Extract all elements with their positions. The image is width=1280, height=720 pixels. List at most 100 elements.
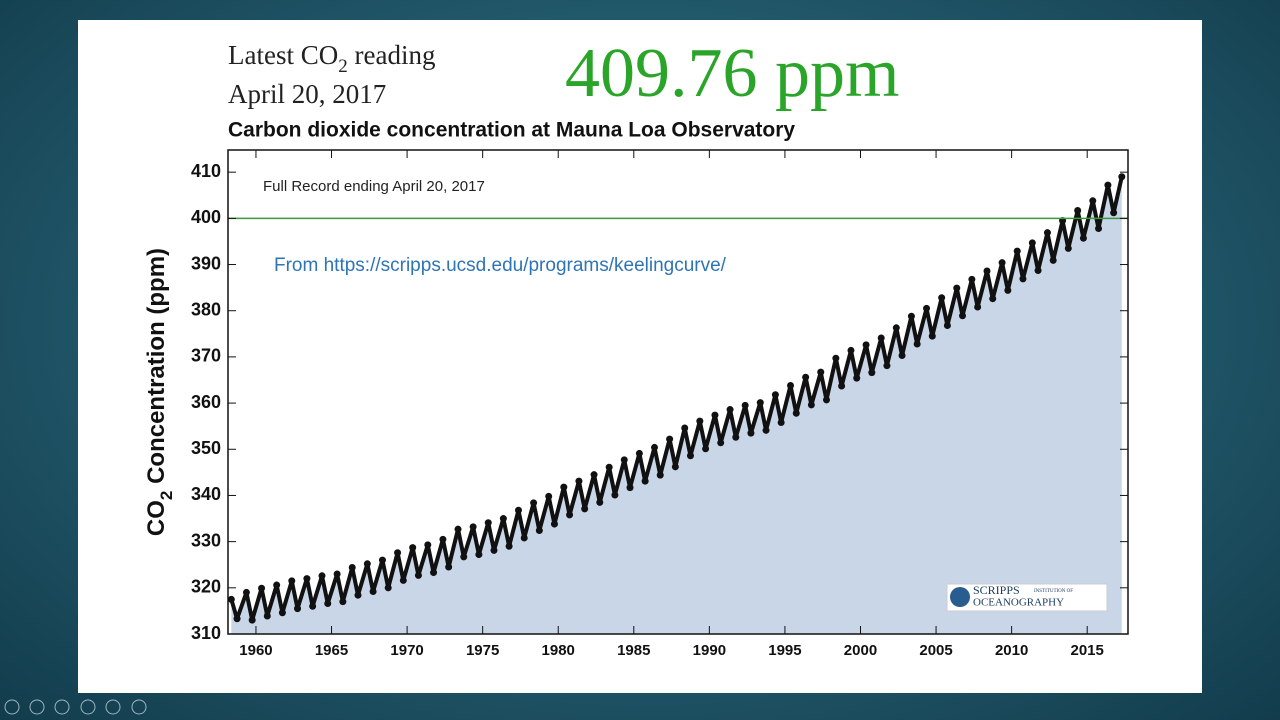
point xyxy=(535,527,543,535)
point xyxy=(530,499,538,507)
y-tick-label: 310 xyxy=(191,623,221,643)
point xyxy=(762,426,770,434)
point xyxy=(575,477,583,485)
point xyxy=(1089,197,1097,205)
point xyxy=(974,303,982,311)
point xyxy=(807,401,815,409)
point xyxy=(1013,247,1021,255)
point xyxy=(1034,267,1042,275)
annotation: Full Record ending April 20, 2017 xyxy=(263,178,485,195)
x-tick-label: 2015 xyxy=(1071,642,1104,659)
point xyxy=(671,463,679,471)
point xyxy=(460,553,468,561)
point xyxy=(838,382,846,390)
toolbar xyxy=(4,699,147,715)
more-button[interactable] xyxy=(131,699,147,715)
point xyxy=(741,401,749,409)
prev-button[interactable] xyxy=(4,699,20,715)
point xyxy=(928,332,936,340)
point xyxy=(227,595,235,603)
x-tick-label: 1965 xyxy=(315,642,348,659)
point xyxy=(998,259,1006,267)
chart-title: Carbon dioxide concentration at Mauna Lo… xyxy=(228,119,795,142)
point xyxy=(771,391,779,399)
plot-frame xyxy=(227,149,1129,635)
point xyxy=(384,584,392,592)
x-tick-label: 1970 xyxy=(390,642,423,659)
logo-line-1: SCRIPPS xyxy=(973,583,1020,597)
point xyxy=(363,560,371,568)
point xyxy=(414,571,422,579)
point xyxy=(650,443,658,451)
point xyxy=(822,396,830,404)
area xyxy=(231,176,1122,634)
point xyxy=(445,563,453,571)
point xyxy=(702,445,710,453)
y-tick-label: 370 xyxy=(191,346,221,366)
point xyxy=(484,519,492,527)
point xyxy=(635,449,643,457)
point xyxy=(777,418,785,426)
x-tick-label: 1975 xyxy=(466,642,499,659)
point xyxy=(469,523,477,531)
point xyxy=(666,435,674,443)
point xyxy=(499,515,507,523)
point xyxy=(862,341,870,349)
x-tick-label: 1985 xyxy=(617,642,650,659)
source-link[interactable]: From https://scripps.ucsd.edu/programs/k… xyxy=(274,255,727,276)
point xyxy=(399,576,407,584)
point xyxy=(696,417,704,425)
point xyxy=(369,588,377,596)
point xyxy=(832,354,840,362)
point xyxy=(877,334,885,342)
subscript: 2 xyxy=(338,56,348,77)
point xyxy=(1049,256,1057,264)
point xyxy=(717,439,725,447)
y-label-prefix: CO xyxy=(143,500,170,536)
point xyxy=(590,471,598,479)
zoom-button[interactable] xyxy=(105,699,121,715)
point xyxy=(923,304,931,312)
point xyxy=(620,456,628,464)
point xyxy=(430,569,438,577)
point xyxy=(278,609,286,617)
point xyxy=(1110,209,1118,217)
point xyxy=(354,591,362,599)
point xyxy=(1019,275,1027,283)
point xyxy=(898,352,906,360)
point xyxy=(263,612,271,620)
reading-value: 409.76 ppm xyxy=(565,35,899,112)
point xyxy=(309,602,317,610)
point xyxy=(233,615,241,623)
point xyxy=(787,382,795,390)
y-tick-label: 360 xyxy=(191,392,221,412)
y-label-subscript: 2 xyxy=(157,491,176,500)
point xyxy=(454,525,462,533)
point xyxy=(907,312,915,320)
point xyxy=(656,471,664,479)
point xyxy=(792,409,800,417)
plot: 310 320 330 340 350 360 370 380 390 400 410 1960 196… xyxy=(191,149,1129,659)
point xyxy=(868,369,876,377)
point xyxy=(288,577,296,585)
point xyxy=(1043,229,1051,237)
x-tick-label: 2010 xyxy=(995,642,1028,659)
slides-button[interactable] xyxy=(80,699,96,715)
x-tick-label: 1995 xyxy=(768,642,801,659)
x-tick-label: 1980 xyxy=(542,642,575,659)
point xyxy=(913,340,921,348)
point xyxy=(802,373,810,381)
point xyxy=(1118,173,1126,181)
point xyxy=(505,542,513,550)
pen-button[interactable] xyxy=(54,699,70,715)
point xyxy=(333,570,341,578)
y-tick-label: 410 xyxy=(191,161,221,181)
point xyxy=(989,295,997,303)
x-tick-label: 1960 xyxy=(239,642,272,659)
next-button[interactable] xyxy=(29,699,45,715)
point xyxy=(318,572,326,580)
y-label-suffix: Concentration (ppm) xyxy=(143,248,170,491)
point xyxy=(490,546,498,554)
y-tick-label: 400 xyxy=(191,207,221,227)
